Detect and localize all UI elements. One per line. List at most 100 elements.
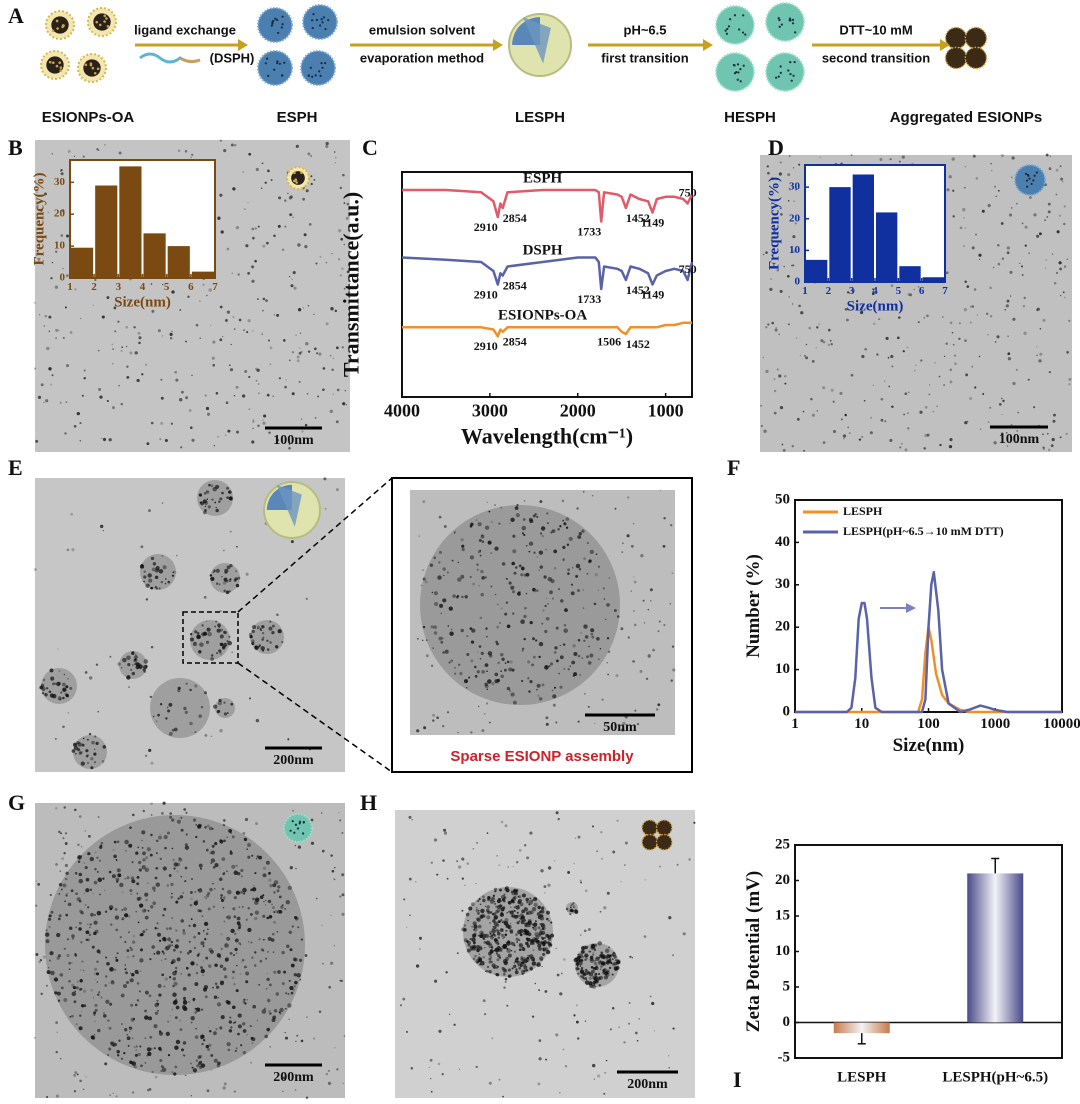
nanoparticle	[1068, 377, 1072, 381]
nanoparticle	[798, 304, 801, 308]
nanoparticle	[225, 401, 229, 405]
nanoparticle	[1053, 413, 1056, 417]
nanoparticle	[80, 1010, 83, 1013]
nanoparticle	[271, 624, 275, 628]
nanoparticle	[146, 1047, 152, 1052]
nanoparticle	[663, 517, 666, 520]
nanoparticle	[195, 971, 199, 975]
nanoparticle	[313, 313, 315, 316]
nanoparticle	[861, 435, 864, 438]
x-tick-label: 6	[919, 285, 925, 297]
nanoparticle	[235, 952, 238, 954]
nanoparticle	[491, 682, 495, 686]
nanoparticle	[442, 651, 445, 654]
nanoparticle	[176, 870, 179, 873]
nanoparticle	[257, 627, 259, 630]
nanoparticle	[533, 937, 539, 943]
nanoparticle	[514, 915, 518, 918]
nanoparticle	[65, 871, 69, 875]
nanoparticle	[584, 953, 589, 958]
nanoparticle	[529, 831, 533, 835]
nanoparticle	[115, 859, 118, 862]
nanoparticle	[659, 489, 662, 491]
nanoparticle	[156, 950, 161, 955]
nanoparticle	[457, 865, 462, 869]
nanoparticle	[251, 641, 255, 646]
nanoparticle	[87, 851, 91, 856]
nanoparticle	[118, 384, 120, 387]
nanoparticle	[597, 658, 600, 661]
nanoparticle	[581, 657, 584, 659]
nanoparticle	[553, 566, 557, 570]
nanoparticle	[261, 631, 265, 635]
nanoparticle	[829, 339, 832, 342]
nanoparticle	[948, 175, 952, 179]
nanoparticle	[108, 1026, 112, 1030]
nanoparticle	[482, 955, 485, 959]
panel-label: F	[727, 455, 740, 480]
nanoparticle	[171, 944, 174, 947]
nanoparticle	[194, 630, 198, 634]
nanoparticle	[145, 583, 150, 588]
nanoparticle	[130, 669, 133, 671]
nanoparticle	[172, 571, 175, 573]
nanoparticle	[292, 271, 296, 275]
nanoparticle	[73, 1090, 77, 1093]
nanoparticle	[478, 953, 480, 955]
nanoparticle	[608, 577, 611, 579]
nanoparticle	[218, 500, 221, 503]
step-label: DTT~10 mM	[839, 22, 912, 37]
nanoparticle	[345, 404, 348, 406]
nanoparticle	[902, 350, 905, 353]
nanoparticle	[285, 379, 287, 381]
nanoparticle	[166, 884, 169, 887]
nanoparticle	[1023, 296, 1026, 300]
nanoparticle	[35, 904, 38, 907]
nanoparticle	[616, 960, 621, 965]
nanoparticle	[215, 506, 217, 509]
nanoparticle	[531, 961, 537, 966]
particle-cut	[522, 17, 551, 64]
nanoparticle	[951, 331, 954, 334]
nanoparticle	[236, 964, 238, 967]
nanoparticle	[773, 389, 777, 393]
nanoparticle	[884, 380, 886, 382]
particle-dot	[725, 32, 728, 35]
nanoparticle	[253, 885, 255, 887]
nanoparticle	[521, 532, 524, 535]
nanoparticle	[231, 976, 235, 980]
nanoparticle	[577, 835, 581, 839]
nanoparticle	[242, 1029, 247, 1033]
nanoparticle	[260, 187, 263, 189]
nanoparticle	[534, 513, 537, 516]
particle-dot	[788, 19, 791, 22]
nanoparticle	[238, 906, 241, 908]
nanoparticle	[58, 893, 61, 895]
nanoparticle	[766, 165, 769, 168]
nanoparticle	[472, 847, 475, 850]
nanoparticle	[500, 820, 504, 824]
nanoparticle	[102, 745, 107, 749]
nanoparticle	[273, 970, 277, 974]
nanoparticle	[125, 849, 127, 852]
nanoparticle	[226, 247, 230, 251]
nanoparticle	[863, 399, 866, 402]
nanoparticle	[132, 1017, 136, 1020]
nanoparticle	[199, 337, 201, 339]
nanoparticle	[1063, 265, 1067, 268]
nanoparticle	[100, 524, 104, 529]
nanoparticle	[672, 1027, 675, 1030]
nanoparticle	[566, 543, 570, 547]
nanoparticle	[579, 673, 582, 677]
nanoparticle	[84, 866, 88, 870]
nanoparticle	[202, 974, 204, 976]
nanoparticle	[210, 484, 214, 488]
nanoparticle	[341, 873, 345, 877]
particle-dot	[103, 14, 107, 18]
nanoparticle	[1024, 225, 1028, 229]
nanoparticle	[242, 1022, 246, 1026]
nanoparticle	[526, 901, 529, 904]
nanoparticle	[333, 944, 336, 947]
nanoparticle	[222, 645, 225, 649]
dsph-ligand	[179, 56, 201, 64]
